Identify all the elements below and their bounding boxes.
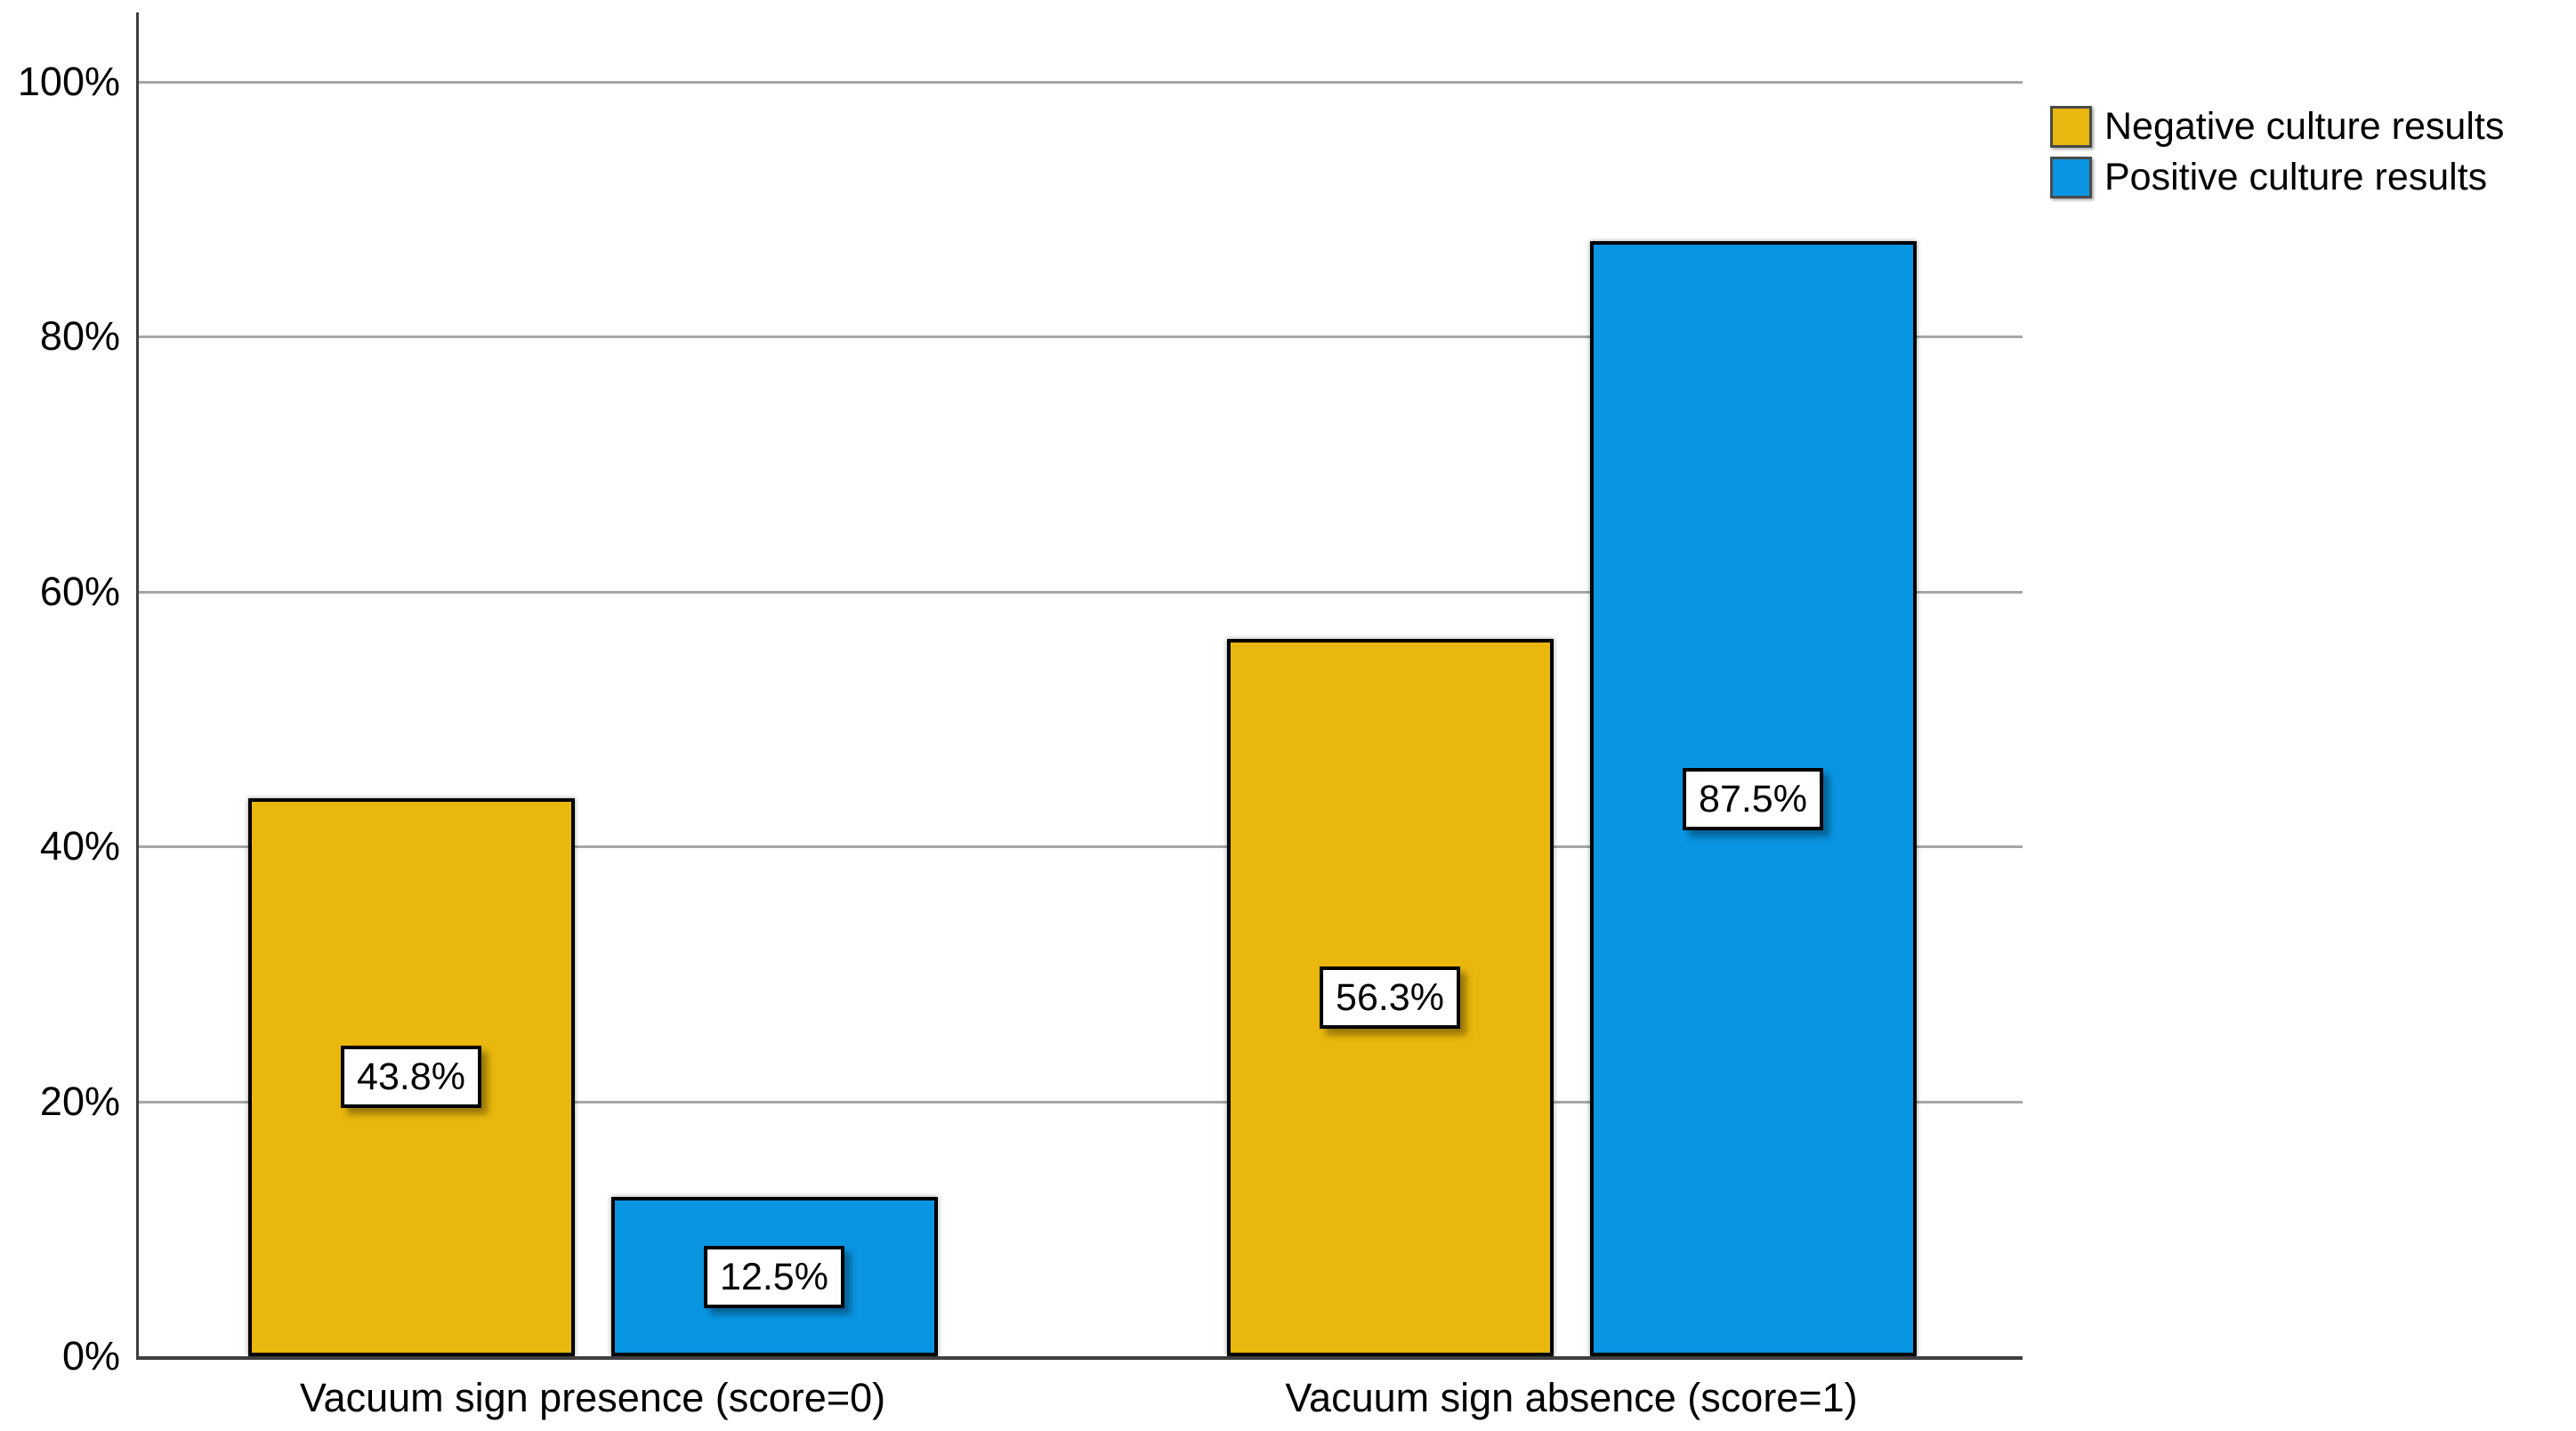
gridline-20 (139, 1100, 2023, 1104)
legend-label-positive: Positive culture results (2104, 156, 2488, 198)
y-tick-label: 60% (39, 568, 120, 614)
legend-label-negative: Negative culture results (2104, 105, 2505, 148)
x-tick-label-category-2: Vacuum sign absence (score=1) (1285, 1375, 1858, 1420)
legend-row-positive: Positive culture results (2050, 152, 2504, 203)
y-tick-label: 40% (39, 823, 120, 869)
legend-swatch-positive (2050, 157, 2092, 198)
x-axis-line (136, 1356, 2023, 1360)
bar-value-label-negative-category-2: 56.3% (1320, 966, 1460, 1029)
bar-value-label-positive-category-2: 87.5% (1683, 767, 1823, 830)
y-tick-label: 0% (61, 1333, 120, 1378)
bar-value-label-positive-category-1: 12.5% (704, 1245, 844, 1308)
legend: Negative culture results Positive culture… (2050, 101, 2504, 203)
gridline-80 (139, 336, 2023, 339)
gridline-40 (139, 845, 2023, 849)
y-axis-line (136, 12, 139, 1360)
bar-value-label-negative-category-1: 43.8% (341, 1046, 481, 1109)
y-tick-label: 20% (39, 1078, 120, 1124)
y-tick-label: 100% (17, 59, 120, 104)
gridline-60 (139, 590, 2023, 594)
x-tick-label-category-1: Vacuum sign presence (score=0) (299, 1375, 886, 1420)
legend-row-negative: Negative culture results (2050, 101, 2504, 152)
gridline-100 (139, 81, 2023, 84)
legend-swatch-negative (2050, 106, 2092, 148)
y-tick-label: 80% (39, 313, 120, 360)
